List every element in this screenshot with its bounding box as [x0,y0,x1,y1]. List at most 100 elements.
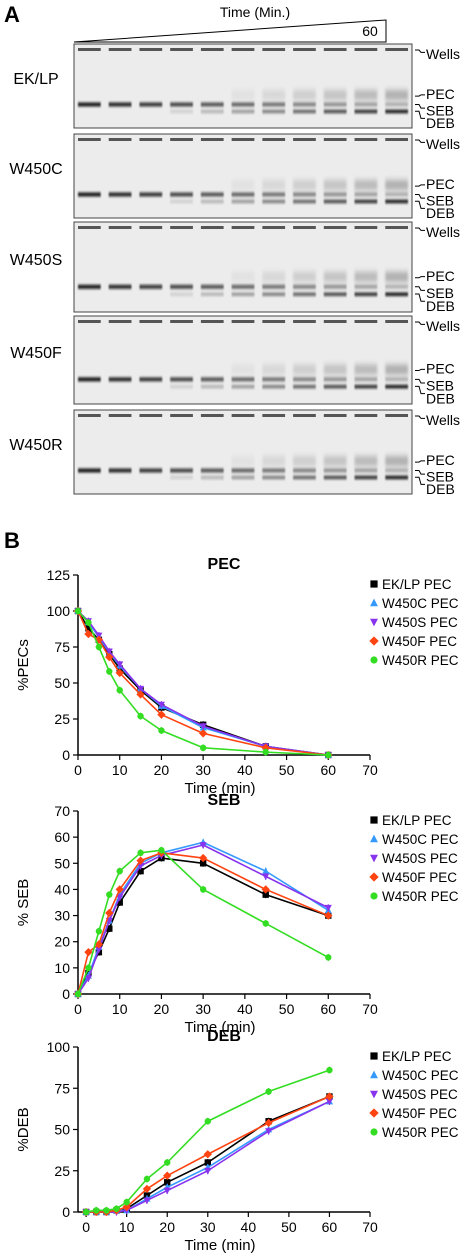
gel-well-band [262,414,286,417]
gel-pec-smear [354,364,378,375]
gel-well-band [78,48,101,51]
band-bracket [415,286,425,291]
legend-marker [370,618,378,627]
data-point [74,990,82,998]
data-point [198,853,208,863]
data-point [265,1088,272,1095]
gel-pec-smear [354,271,378,282]
gel-pec-smear [293,180,316,191]
x-tick-label: 50 [279,1001,295,1017]
x-tick-label: 0 [74,762,82,778]
data-point [265,1128,273,1135]
series-line [77,844,329,995]
gel-deb-band [293,292,316,296]
data-point [204,1167,212,1175]
data-point [84,948,93,957]
band-bracket [415,227,425,231]
data-point [199,860,207,867]
gel-well-band [293,48,316,51]
gel-seb-band [170,102,193,107]
data-point [261,885,270,894]
data-point [137,867,144,875]
data-point [262,920,269,927]
gel-seb-band [293,468,316,473]
gel-seb-band [200,192,224,197]
band-label: Wells [426,318,460,334]
gel-well-band [78,414,101,417]
data-point [325,1098,333,1106]
gel-well-band [385,414,408,417]
data-point [84,629,93,639]
gel-label: W450R [9,437,62,454]
gel-well-band [78,138,101,141]
gel-deb-band [200,475,224,480]
gel-pec-smear [231,456,255,467]
y-tick-label: 100 [47,1039,71,1055]
gel-pec-smear [293,456,316,467]
gel-background [73,409,413,495]
gel-seb-band [231,102,255,107]
gel-deb-band [385,199,408,204]
gel-seb-band [170,377,193,382]
band-bracket [415,460,425,463]
data-point [123,1198,130,1206]
gel-pec-smear [354,456,378,467]
x-tick-label: 0 [74,1001,82,1017]
y-tick-label: 50 [54,675,70,691]
gel-deb-band [262,292,286,296]
y-tick-label: 60 [54,829,70,845]
legend-marker [370,1090,378,1099]
chart-seb: SEB 0 10 20 30 40 50 60 70 0 10 20 30 40 50 60 70 Time (m… [15,792,459,1036]
time-end-label: 60 [362,23,378,39]
gel-well-band [170,138,193,141]
gel-seb-band [200,468,224,473]
gel-seb-band [354,377,378,382]
y-tick-label: 0 [62,1204,70,1220]
data-point [262,873,270,881]
gel-well-band [139,414,163,417]
band-label: PEC [426,452,455,468]
band-bracket [415,476,425,485]
series-line [77,610,329,756]
data-point [203,1150,212,1159]
band-bracket [415,94,425,97]
band-bracket [415,293,425,302]
band-label: DEB [426,481,455,497]
gel-well-band [354,138,378,141]
gel-pec-smear [293,90,316,101]
data-point [325,751,332,759]
gel-seb-band [262,468,286,473]
band-label: SEB [426,468,454,484]
band-label: DEB [426,115,455,131]
x-tick-label: 30 [195,1001,211,1017]
gel-deb-band [231,199,255,204]
legend-label: W450R PEC [382,1125,459,1140]
gel-seb-band [139,102,163,107]
gel-seb-band [385,377,408,382]
gel-deb-band [293,109,316,114]
y-tick-label: 30 [54,908,70,924]
chart-title: SEB [208,792,241,809]
gel-seb-band [170,468,193,473]
gel-seb-band [200,284,224,289]
data-point [116,899,123,906]
legend-label: W450C PEC [382,1068,459,1083]
data-point [105,908,114,918]
data-point [74,607,82,615]
panel-a-letter: A [4,2,20,27]
gel-well-band [200,48,224,51]
gel-deb-band [354,384,378,389]
band-label: Wells [426,412,460,428]
gel-seb-band [385,192,408,197]
gel-seb-band [139,377,163,382]
gel-well-band [262,226,286,229]
data-point [85,964,92,972]
band-label: SEB [426,102,454,118]
gel-deb-band [231,384,255,389]
gel-pec-smear [323,364,347,375]
x-tick-label: 40 [237,762,253,778]
legend-label: W450R PEC [382,889,459,904]
gel-deb-band [323,109,347,114]
gel-well-band [354,226,378,229]
gel-well-band [170,226,193,229]
